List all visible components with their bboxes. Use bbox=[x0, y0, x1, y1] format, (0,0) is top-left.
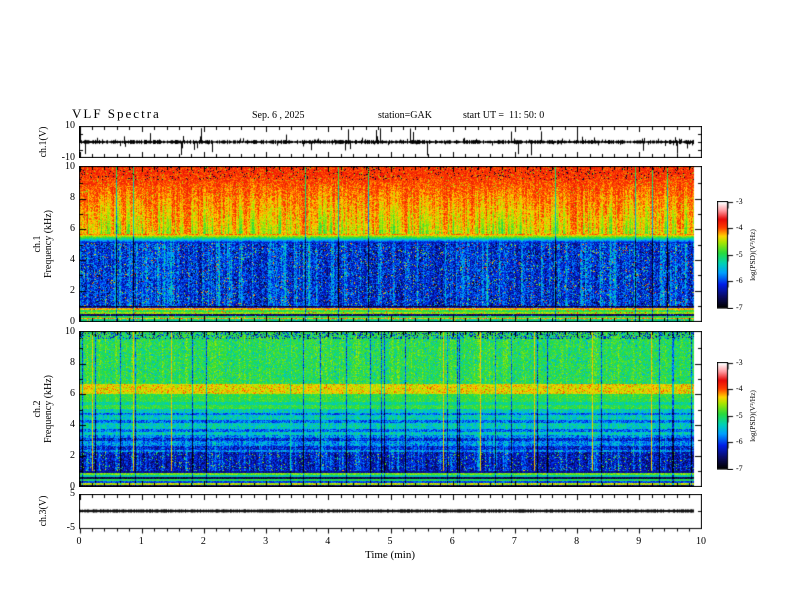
colorbar-ch2-tick: -4 bbox=[736, 384, 743, 393]
colorbar-ch1-tick: -7 bbox=[736, 302, 743, 312]
colorbar-ch1-tick: -4 bbox=[736, 223, 743, 232]
time-tick: 0 bbox=[76, 536, 82, 547]
ch3-voltage-tick: 5 bbox=[70, 488, 75, 499]
ch3-voltage-axis-label: ch.3(V) bbox=[38, 495, 49, 527]
time-tick: 8 bbox=[574, 536, 580, 547]
ch1-frequency-axis-units: Frequency (kHz) bbox=[43, 209, 54, 279]
ch1-spectrogram-panel bbox=[79, 166, 702, 322]
colorbar-ch1-tick: -3 bbox=[736, 196, 743, 206]
ch2-frequency-tick: 8 bbox=[70, 356, 75, 368]
time-tick: 3 bbox=[263, 536, 269, 547]
start-ut-label: start UT = 11: 50: 0 bbox=[463, 110, 545, 121]
ch1-frequency-tick: 10 bbox=[65, 160, 75, 172]
ch2-frequency-tick: 0 bbox=[70, 480, 75, 492]
ch2-frequency-tick: 4 bbox=[70, 418, 75, 430]
ch1-frequency-tick: 4 bbox=[70, 253, 75, 265]
ch1-frequency-tick: 6 bbox=[70, 222, 75, 234]
figure-date: Sep. 6 , 2025 bbox=[252, 110, 305, 121]
ch1-frequency-tick: 0 bbox=[70, 315, 75, 327]
ch2-spectrogram-panel bbox=[79, 331, 702, 487]
time-tick: 4 bbox=[325, 536, 331, 547]
ch1-frequency-tick: 2 bbox=[70, 284, 75, 296]
colorbar-ch2-tick: -7 bbox=[736, 463, 743, 473]
figure-title: VLF Spectra bbox=[72, 106, 161, 121]
ch3-waveform-panel bbox=[79, 494, 702, 536]
colorbar-ch1-tick: -6 bbox=[736, 276, 743, 285]
ch2-frequency-tick: 2 bbox=[70, 449, 75, 461]
ch2-frequency-tick: 6 bbox=[70, 387, 75, 399]
ch1-waveform-panel bbox=[79, 126, 702, 158]
ch1-frequency-axis-channel: ch.1 bbox=[32, 235, 43, 253]
ch1-voltage-tick: 10 bbox=[65, 120, 75, 131]
ch1-frequency-tick: 8 bbox=[70, 191, 75, 203]
time-tick: 2 bbox=[200, 536, 206, 547]
colorbar-ch2-tick: -6 bbox=[736, 437, 743, 446]
ch3-voltage-tick: -5 bbox=[66, 522, 75, 533]
colorbar-ch2-tick: -3 bbox=[736, 357, 743, 367]
time-tick: 5 bbox=[387, 536, 393, 547]
ch1-voltage-tick: -10 bbox=[61, 152, 75, 163]
station-label: station=GAK bbox=[378, 110, 432, 121]
ch1-frequency-axis-label: ch.1 Frequency (kHz) bbox=[32, 169, 54, 319]
colorbar-ch1 bbox=[717, 201, 737, 309]
time-tick: 6 bbox=[449, 536, 455, 547]
time-axis-label: Time (min) bbox=[364, 549, 415, 561]
colorbar-ch2 bbox=[717, 362, 737, 470]
time-tick: 7 bbox=[511, 536, 517, 547]
time-tick: 1 bbox=[138, 536, 144, 547]
time-tick: 9 bbox=[636, 536, 642, 547]
time-tick: 10 bbox=[696, 536, 706, 547]
ch2-frequency-tick: 10 bbox=[65, 325, 75, 337]
colorbar-ch1-tick: -5 bbox=[736, 249, 743, 259]
colorbar-ch2-tick: -5 bbox=[736, 410, 743, 420]
